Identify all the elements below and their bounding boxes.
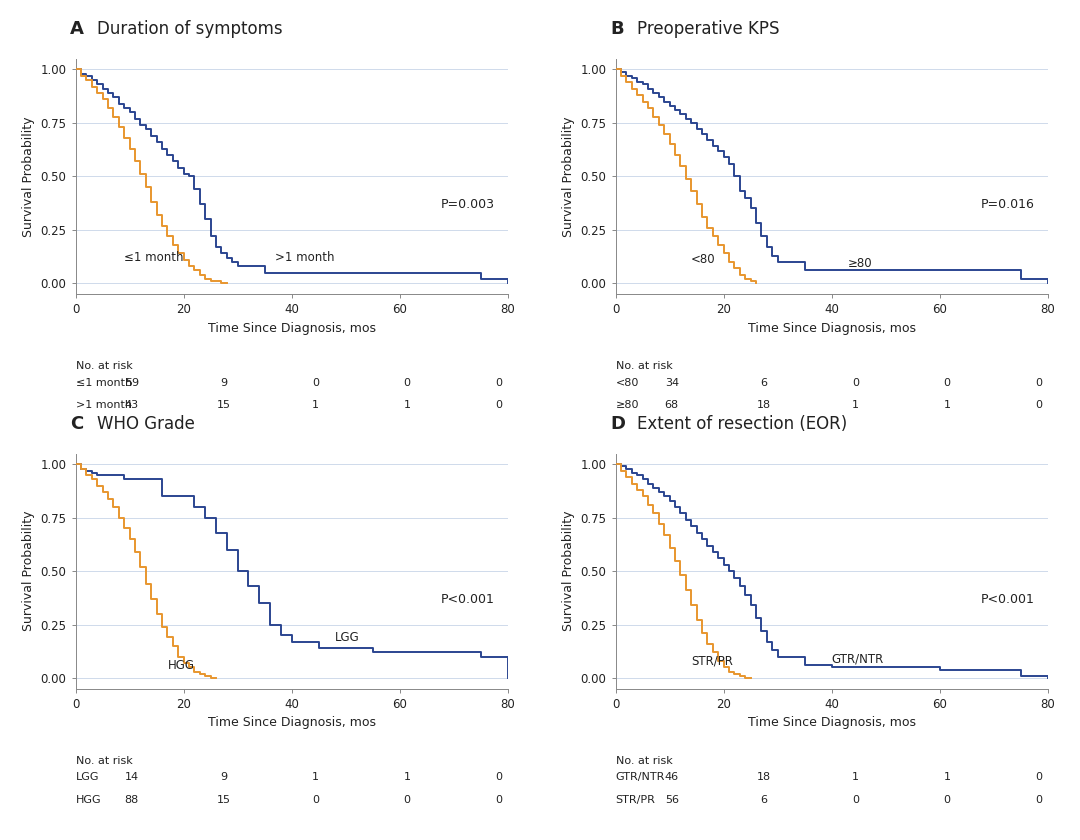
Text: 0: 0 [496,773,502,783]
Text: 1: 1 [404,400,410,410]
X-axis label: Time Since Diagnosis, mos: Time Since Diagnosis, mos [747,322,916,334]
X-axis label: Time Since Diagnosis, mos: Time Since Diagnosis, mos [747,717,916,729]
Text: 0: 0 [852,378,859,388]
Text: 59: 59 [124,378,139,388]
Text: No. at risk: No. at risk [616,361,673,371]
Text: ≥80: ≥80 [616,400,639,410]
Text: STR/PR: STR/PR [691,654,733,668]
Text: 34: 34 [664,378,679,388]
Text: <80: <80 [616,378,639,388]
Text: 18: 18 [756,773,771,783]
Text: 56: 56 [665,795,678,805]
Text: 1: 1 [944,400,950,410]
Text: 0: 0 [1036,773,1042,783]
Text: 1: 1 [404,773,410,783]
Text: STR/PR: STR/PR [616,795,656,805]
Text: 88: 88 [124,795,139,805]
Text: HGG: HGG [167,659,194,672]
Text: 6: 6 [760,378,767,388]
Text: P<0.001: P<0.001 [441,593,495,606]
Y-axis label: Survival Probability: Survival Probability [22,116,35,237]
Text: GTR/NTR: GTR/NTR [832,653,883,665]
Text: <80: <80 [691,253,716,266]
Text: 9: 9 [220,378,227,388]
Text: 1: 1 [944,773,950,783]
Text: 1: 1 [852,400,859,410]
Text: 0: 0 [852,795,859,805]
Text: 15: 15 [217,400,230,410]
Text: 0: 0 [1036,400,1042,410]
Text: 0: 0 [312,795,319,805]
Text: Duration of symptoms: Duration of symptoms [97,20,283,38]
Text: ≤1 month: ≤1 month [124,251,184,264]
Y-axis label: Survival Probability: Survival Probability [562,116,575,237]
Text: 68: 68 [664,400,679,410]
Text: No. at risk: No. at risk [616,756,673,766]
Text: >1 month: >1 month [76,400,132,410]
Y-axis label: Survival Probability: Survival Probability [22,511,35,632]
Text: C: C [70,415,83,433]
Text: 15: 15 [217,795,230,805]
Text: 0: 0 [1036,795,1042,805]
Text: P=0.003: P=0.003 [441,198,495,211]
Text: 0: 0 [496,795,502,805]
Text: 0: 0 [944,378,950,388]
Text: P=0.016: P=0.016 [981,198,1035,211]
Text: A: A [70,20,84,38]
Text: 1: 1 [312,773,319,783]
Text: ≤1 month: ≤1 month [76,378,132,388]
Text: Extent of resection (EOR): Extent of resection (EOR) [637,415,848,433]
Text: HGG: HGG [76,795,102,805]
Text: 0: 0 [944,795,950,805]
X-axis label: Time Since Diagnosis, mos: Time Since Diagnosis, mos [207,717,376,729]
Text: 0: 0 [1036,378,1042,388]
Text: 6: 6 [760,795,767,805]
Text: 0: 0 [496,400,502,410]
Text: 14: 14 [124,773,139,783]
Text: 1: 1 [852,773,859,783]
Text: 0: 0 [404,378,410,388]
Y-axis label: Survival Probability: Survival Probability [562,511,575,632]
Text: 0: 0 [312,378,319,388]
Text: 18: 18 [756,400,771,410]
Text: B: B [610,20,624,38]
Text: D: D [610,415,625,433]
Text: LGG: LGG [335,631,360,644]
Text: GTR/NTR: GTR/NTR [616,773,665,783]
X-axis label: Time Since Diagnosis, mos: Time Since Diagnosis, mos [207,322,376,334]
Text: Preoperative KPS: Preoperative KPS [637,20,780,38]
Text: 46: 46 [664,773,679,783]
Text: LGG: LGG [76,773,99,783]
Text: 0: 0 [496,378,502,388]
Text: 9: 9 [220,773,227,783]
Text: 1: 1 [312,400,319,410]
Text: 43: 43 [124,400,139,410]
Text: ≥80: ≥80 [848,258,873,270]
Text: No. at risk: No. at risk [76,756,133,766]
Text: P<0.001: P<0.001 [981,593,1035,606]
Text: WHO Grade: WHO Grade [97,415,195,433]
Text: No. at risk: No. at risk [76,361,133,371]
Text: 0: 0 [404,795,410,805]
Text: >1 month: >1 month [275,251,335,264]
